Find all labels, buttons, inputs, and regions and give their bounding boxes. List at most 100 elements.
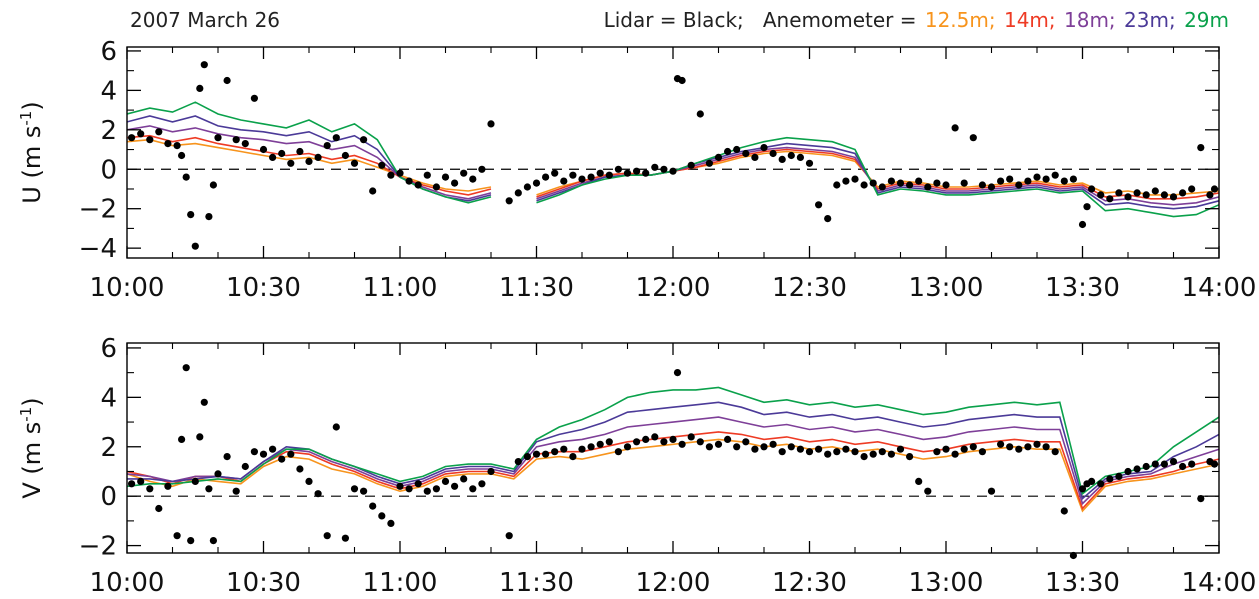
x-tick-label: 10:00: [90, 568, 165, 598]
lidar-point: [642, 169, 650, 177]
lidar-point: [523, 453, 532, 461]
y-tick-label: −4: [79, 234, 117, 264]
x-tick-label: 12:30: [772, 273, 847, 303]
lidar-point: [232, 136, 240, 144]
lidar-point: [1097, 480, 1105, 488]
lidar-point: [942, 445, 950, 453]
lidar-point: [196, 84, 204, 92]
lidar-point: [187, 211, 195, 219]
x-tick-label: 12:30: [772, 568, 847, 598]
lidar-point: [182, 173, 190, 181]
lidar-point: [305, 477, 313, 485]
x-tick-label: 11:30: [499, 568, 574, 598]
lidar-point: [1169, 193, 1178, 201]
lidar-point: [287, 159, 295, 167]
lidar-point: [191, 242, 199, 250]
lidar-point: [1078, 220, 1087, 229]
x-tick-label: 10:30: [226, 273, 301, 303]
lidar-point: [1115, 189, 1123, 197]
lidar-point: [350, 159, 359, 167]
lidar-point: [896, 179, 905, 187]
y-tick-label: 4: [100, 383, 117, 413]
lidar-point: [924, 183, 932, 191]
lidar-point: [1124, 467, 1132, 476]
lidar-point: [182, 364, 190, 372]
x-tick-label: 10:00: [90, 273, 165, 303]
x-tick-label: 13:30: [1045, 568, 1120, 598]
lidar-point: [214, 134, 222, 142]
lidar-point: [441, 477, 450, 485]
lidar-point: [987, 183, 996, 191]
y-tick-label: 4: [100, 76, 117, 106]
lidar-point: [305, 157, 313, 165]
lidar-point: [469, 175, 477, 183]
lidar-point: [869, 179, 877, 187]
lidar-point: [997, 440, 1005, 448]
lidar-point: [387, 519, 395, 528]
lidar-point: [128, 134, 136, 142]
lidar-point: [978, 181, 987, 189]
lidar-point: [878, 448, 886, 456]
lidar-point: [560, 177, 568, 185]
lidar-point: [1024, 443, 1032, 451]
lidar-point: [1006, 175, 1014, 183]
lidar-point: [815, 445, 823, 453]
series-line-29m: [126, 386, 1220, 496]
lidar-point: [1051, 171, 1059, 179]
lidar-point: [642, 435, 650, 443]
lidar-point: [1051, 448, 1059, 456]
lidar-point: [805, 159, 814, 167]
lidar-point: [241, 140, 249, 148]
lidar-point: [451, 482, 459, 490]
lidar-point: [1069, 175, 1077, 183]
lidar-point: [1179, 462, 1187, 471]
lidar-point: [751, 445, 759, 453]
lidar-point: [487, 467, 495, 476]
series-line-18m: [126, 416, 1220, 506]
lidar-point: [341, 534, 349, 542]
lidar-point: [933, 448, 941, 456]
lidar-point: [369, 502, 377, 510]
lidar-point: [687, 161, 695, 169]
lidar-point: [997, 177, 1005, 185]
lidar-point: [960, 179, 968, 187]
lidar-point: [542, 173, 550, 181]
lidar-point: [487, 120, 495, 128]
lidar-point: [341, 151, 349, 160]
lidar-point: [1042, 443, 1050, 451]
lidar-point: [978, 448, 987, 456]
lidar-point: [164, 140, 172, 148]
lidar-point: [669, 435, 677, 443]
lidar-point: [191, 477, 199, 485]
lidar-point: [1179, 189, 1187, 197]
lidar-point: [1078, 485, 1087, 493]
lidar-point: [405, 177, 413, 185]
lidar-point: [969, 134, 977, 142]
lidar-point: [432, 183, 440, 191]
lidar-point: [933, 179, 941, 187]
lidar-point: [441, 173, 450, 181]
lidar-point: [505, 532, 513, 540]
lidar-point: [915, 477, 923, 485]
lidar-point: [1188, 185, 1196, 193]
lidar-point: [1015, 445, 1023, 453]
lidar-point: [660, 165, 668, 173]
lidar-point: [232, 487, 240, 495]
lidar-point: [360, 487, 368, 495]
lidar-point: [1115, 472, 1123, 480]
lidar-point: [432, 485, 440, 493]
lidar-point: [1160, 460, 1168, 468]
x-tick-label: 10:30: [226, 568, 301, 598]
lidar-point: [896, 445, 905, 453]
lidar-point: [296, 465, 304, 473]
lidar-point: [378, 161, 386, 169]
lidar-point: [651, 163, 659, 171]
lidar-point: [578, 175, 586, 183]
lidar-point: [678, 76, 686, 85]
lidar-point: [678, 440, 686, 448]
lidar-point: [696, 438, 704, 446]
lidar-point: [742, 438, 750, 446]
lidar-point: [155, 128, 163, 136]
x-tick-label: 13:00: [909, 568, 984, 598]
x-tick-label: 11:00: [363, 568, 438, 598]
